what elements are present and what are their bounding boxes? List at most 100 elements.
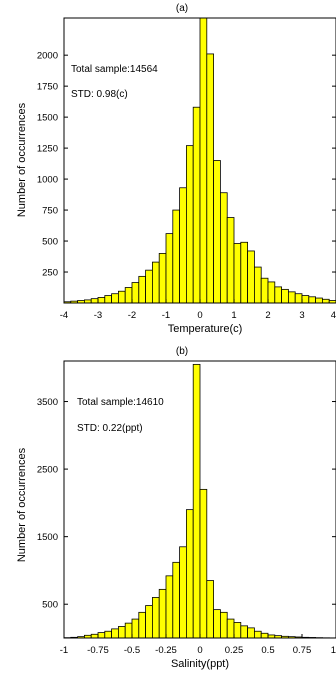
histogram-bar (233, 622, 242, 639)
histogram-bar (253, 630, 262, 639)
histogram-bar (185, 145, 194, 304)
histogram-bar (145, 605, 153, 639)
histogram-bar (219, 192, 228, 304)
histogram-bar (274, 286, 282, 304)
histogram-bar (192, 363, 201, 639)
histogram-bar (124, 287, 133, 304)
y-tick-label: 3500 (37, 397, 58, 408)
histogram-bar (206, 580, 215, 639)
x-tick-label: -1 (60, 645, 68, 656)
histogram-bar (151, 597, 160, 639)
histogram-bar (308, 296, 316, 304)
histogram-bar (315, 297, 323, 304)
panel-a-x-ticks: -4 -3 -2 -1 0 1 2 3 4 (60, 299, 336, 321)
panel-a-bars (63, 17, 336, 304)
x-tick-label: 1 (331, 645, 336, 656)
histogram-bar (294, 293, 303, 304)
panel-b-x-ticks: -1 -0.75 -0.5 -0.25 0 0.25 0.5 0.75 1 (60, 634, 336, 656)
panel-a-x-axis-label: Temperature(c) (168, 323, 243, 335)
x-tick-label: -0.5 (124, 645, 140, 656)
y-tick-label: 1250 (37, 144, 58, 155)
y-tick-label: 1500 (37, 532, 58, 543)
histogram-bar (185, 509, 194, 639)
histogram-bar (226, 217, 235, 304)
histogram-bar (260, 632, 269, 639)
histogram-bar (131, 618, 140, 639)
histogram-bar (90, 298, 99, 304)
y-tick-label: 750 (42, 206, 58, 217)
panel-a-title: (a) (176, 3, 188, 14)
panel-b-y-axis-label: Number of occurrences (16, 447, 28, 562)
y-tick-label: 500 (42, 600, 58, 611)
x-tick-label: 0 (197, 645, 202, 656)
histogram-bar (240, 241, 249, 304)
histogram-bar (124, 622, 133, 639)
x-tick-label: 1 (231, 310, 236, 321)
histogram-bar (131, 282, 140, 304)
panel-a: (a) 250 500 750 1000 1250 1500 1750 2000 -4 -3 -2… (16, 3, 336, 335)
panel-b-annotation-std: STD: 0.22(ppt) (77, 423, 143, 434)
panel-a-y-ticks: 250 500 750 1000 1250 1500 1750 2000 (37, 51, 336, 279)
panel-b: (b) 500 1500 2500 3500 -1 -0.75 -0.5 -0.25 0 0.2… (16, 346, 336, 670)
histogram-bar (90, 633, 99, 639)
panel-a-annotation-total: Total sample:14564 (71, 64, 158, 75)
histogram-bar (281, 288, 289, 304)
histogram-bar (97, 632, 106, 639)
histogram-bar (158, 588, 167, 639)
histogram-bar (192, 106, 201, 304)
histogram-bar (104, 630, 113, 639)
y-tick-label: 1500 (37, 113, 58, 124)
histogram-bar (172, 561, 181, 639)
histogram-bar (97, 297, 106, 304)
histogram-bar (321, 298, 330, 304)
histogram-bar (138, 611, 147, 639)
histogram-bar (111, 628, 119, 639)
x-tick-label: -1 (162, 310, 170, 321)
x-tick-label: 0.25 (225, 645, 244, 656)
histogram-bar (111, 293, 119, 304)
x-tick-label: 0.5 (261, 645, 274, 656)
y-tick-label: 2000 (37, 51, 58, 62)
y-tick-label: 500 (42, 237, 58, 248)
histogram-bar (247, 250, 255, 304)
x-tick-label: 0.75 (293, 645, 312, 656)
histogram-bar (199, 488, 208, 639)
histogram-bar (179, 546, 187, 639)
histogram-bar (158, 253, 167, 304)
x-tick-label: 3 (299, 310, 304, 321)
histogram-bar (301, 295, 310, 304)
histogram-bar (267, 281, 276, 304)
histogram-bar (233, 243, 242, 304)
y-tick-label: 2500 (37, 465, 58, 476)
x-tick-label: -0.75 (87, 645, 109, 656)
x-tick-label: -3 (94, 310, 102, 321)
x-tick-label: -0.25 (155, 645, 177, 656)
y-tick-label: 1750 (37, 82, 58, 93)
x-tick-label: 4 (331, 310, 336, 321)
histogram-bar (172, 209, 181, 304)
panel-b-y-ticks: 500 1500 2500 3500 (37, 397, 336, 611)
histogram-bar (165, 575, 174, 639)
panel-b-bars (63, 363, 336, 639)
histogram-bar (253, 266, 262, 304)
histogram-bar (104, 295, 113, 304)
histogram-bar (240, 625, 249, 639)
panel-a-annotation-std: STD: 0.98(c) (71, 89, 128, 100)
panel-b-title: (b) (176, 346, 188, 357)
histogram-bar (219, 611, 228, 639)
panel-b-x-axis-label: Salinity(ppt) (171, 658, 229, 670)
histogram-bar (165, 233, 174, 304)
panel-b-annotation-total: Total sample:14610 (77, 397, 164, 408)
histogram-bar (199, 17, 208, 304)
x-tick-label: -2 (128, 310, 136, 321)
panel-a-y-axis-label: Number of occurrences (16, 102, 28, 217)
histogram-bar (287, 291, 296, 304)
histogram-bar (145, 269, 153, 304)
histogram-bar (260, 277, 269, 304)
x-tick-label: 0 (197, 310, 202, 321)
histogram-bar (213, 160, 221, 304)
histogram-bar (138, 275, 147, 304)
histogram-bar (247, 627, 255, 639)
histogram-bar (213, 609, 221, 639)
